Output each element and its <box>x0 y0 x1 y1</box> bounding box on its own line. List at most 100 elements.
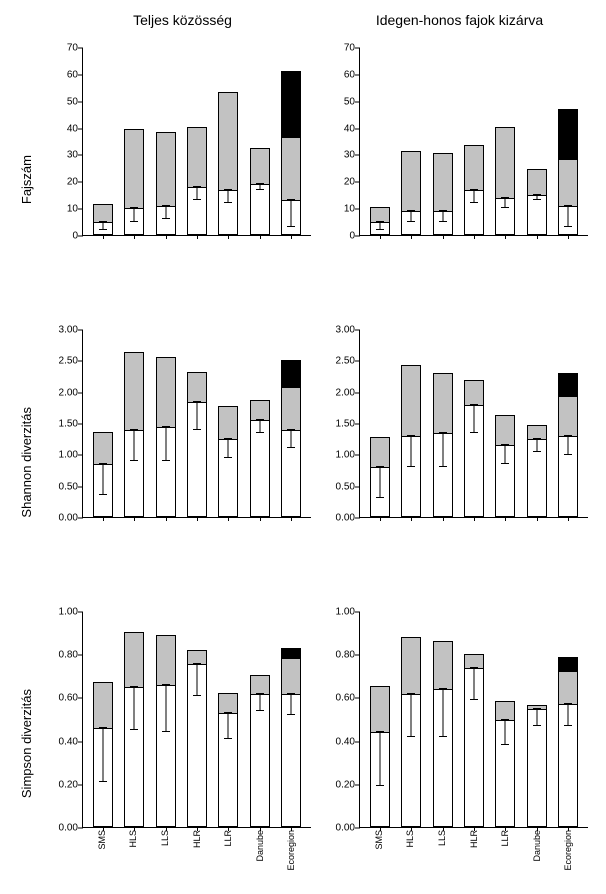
bar-HLS <box>118 330 149 517</box>
y-tick-label: 40 <box>325 123 355 134</box>
chart-panel-r1-c1: 0.00 0.50 1.00 1.50 2.00 2.50 3.00 <box>325 324 594 540</box>
bar-LLS <box>150 48 181 235</box>
bar-LLR <box>213 612 244 827</box>
bar-LLS <box>150 612 181 827</box>
y-tick-label: 0.50 <box>48 481 78 492</box>
y-tick-label: 50 <box>48 96 78 107</box>
bar-HLR <box>181 330 212 517</box>
bar-LLS <box>427 48 458 235</box>
y-tick-label: 1.50 <box>325 419 355 430</box>
bar-LLS <box>150 330 181 517</box>
chart-panel-r0-c0: 010203040506070 <box>48 42 317 258</box>
bar-HLS <box>395 612 426 827</box>
chart-panel-r2-c1: 0.000.200.400.600.801.00SMSHLSLLSHLRLLRD… <box>325 606 594 850</box>
bar-Ecoregion <box>553 48 584 235</box>
y-tick-label: 60 <box>48 69 78 80</box>
bar-Ecoregion <box>553 612 584 827</box>
bar-LLR <box>213 48 244 235</box>
y-tick-label: 1.00 <box>325 607 355 618</box>
x-label-HLS: HLS <box>128 830 138 848</box>
y-tick-label: 0.40 <box>48 736 78 747</box>
bar-Danube <box>244 48 275 235</box>
x-label-HLS: HLS <box>405 830 415 848</box>
y-tick-label: 0.00 <box>325 513 355 524</box>
row-label-1: Shannon diverzitás <box>12 324 40 600</box>
bar-Ecoregion <box>553 330 584 517</box>
bar-HLS <box>118 612 149 827</box>
x-label-SMS: SMS <box>374 830 384 850</box>
x-label-Ecoregion: Ecoregion <box>286 830 296 871</box>
bar-SMS <box>87 330 118 517</box>
y-tick-label: 10 <box>48 204 78 215</box>
column-title-0: Teljes közösség <box>48 12 317 36</box>
bar-Ecoregion <box>276 612 307 827</box>
bar-HLR <box>458 330 489 517</box>
y-tick-label: 1.00 <box>325 450 355 461</box>
bar-Ecoregion <box>276 48 307 235</box>
chart-panel-r0-c1: 010203040506070 <box>325 42 594 258</box>
y-tick-label: 1.00 <box>48 607 78 618</box>
y-tick-label: 2.00 <box>325 387 355 398</box>
bar-SMS <box>364 612 395 827</box>
y-tick-label: 3.00 <box>325 325 355 336</box>
y-tick-label: 0.80 <box>48 650 78 661</box>
column-title-1: Idegen-honos fajok kizárva <box>325 12 594 36</box>
y-tick-label: 0.00 <box>48 513 78 524</box>
bar-SMS <box>87 612 118 827</box>
bar-LLR <box>490 48 521 235</box>
bar-LLR <box>213 330 244 517</box>
y-tick-label: 60 <box>325 69 355 80</box>
x-label-Danube: Danube <box>532 830 542 862</box>
y-tick-label: 40 <box>48 123 78 134</box>
x-label-HLR: HLR <box>469 830 479 848</box>
x-label-HLR: HLR <box>192 830 202 848</box>
y-tick-label: 0.50 <box>325 481 355 492</box>
y-tick-label: 70 <box>325 43 355 54</box>
y-tick-label: 20 <box>325 177 355 188</box>
bar-Danube <box>521 612 552 827</box>
bar-HLS <box>395 330 426 517</box>
x-label-LLS: LLS <box>160 830 170 846</box>
x-label-LLR: LLR <box>500 830 510 847</box>
bar-HLR <box>458 48 489 235</box>
bar-Ecoregion <box>276 330 307 517</box>
y-tick-label: 70 <box>48 43 78 54</box>
x-label-Danube: Danube <box>255 830 265 862</box>
y-tick-label: 2.50 <box>325 356 355 367</box>
bar-HLR <box>458 612 489 827</box>
bar-LLS <box>427 612 458 827</box>
y-tick-label: 1.00 <box>48 450 78 461</box>
y-tick-label: 0.60 <box>48 693 78 704</box>
y-tick-label: 0 <box>48 231 78 242</box>
bar-HLS <box>118 48 149 235</box>
bar-Danube <box>521 330 552 517</box>
y-tick-label: 2.00 <box>48 387 78 398</box>
y-tick-label: 2.50 <box>48 356 78 367</box>
y-tick-label: 0.80 <box>325 650 355 661</box>
bar-Danube <box>244 612 275 827</box>
bar-LLR <box>490 612 521 827</box>
x-label-Ecoregion: Ecoregion <box>563 830 573 871</box>
bar-SMS <box>364 48 395 235</box>
y-tick-label: 0.20 <box>48 779 78 790</box>
x-label-LLS: LLS <box>437 830 447 846</box>
y-tick-label: 0.20 <box>325 779 355 790</box>
chart-panel-r1-c0: 0.00 0.50 1.00 1.50 2.00 2.50 3.00 <box>48 324 317 540</box>
y-tick-label: 0 <box>325 231 355 242</box>
x-label-SMS: SMS <box>97 830 107 850</box>
bar-Danube <box>244 330 275 517</box>
bar-HLR <box>181 612 212 827</box>
bar-HLS <box>395 48 426 235</box>
bar-HLR <box>181 48 212 235</box>
y-tick-label: 0.00 <box>48 823 78 834</box>
y-tick-label: 0.00 <box>325 823 355 834</box>
bar-Danube <box>521 48 552 235</box>
y-tick-label: 30 <box>325 150 355 161</box>
bar-LLS <box>427 330 458 517</box>
y-tick-label: 30 <box>48 150 78 161</box>
row-label-0: Fajszám <box>12 42 40 318</box>
row-label-2: Simpson diverzitás <box>12 606 40 882</box>
y-tick-label: 3.00 <box>48 325 78 336</box>
y-tick-label: 0.60 <box>325 693 355 704</box>
y-tick-label: 1.50 <box>48 419 78 430</box>
